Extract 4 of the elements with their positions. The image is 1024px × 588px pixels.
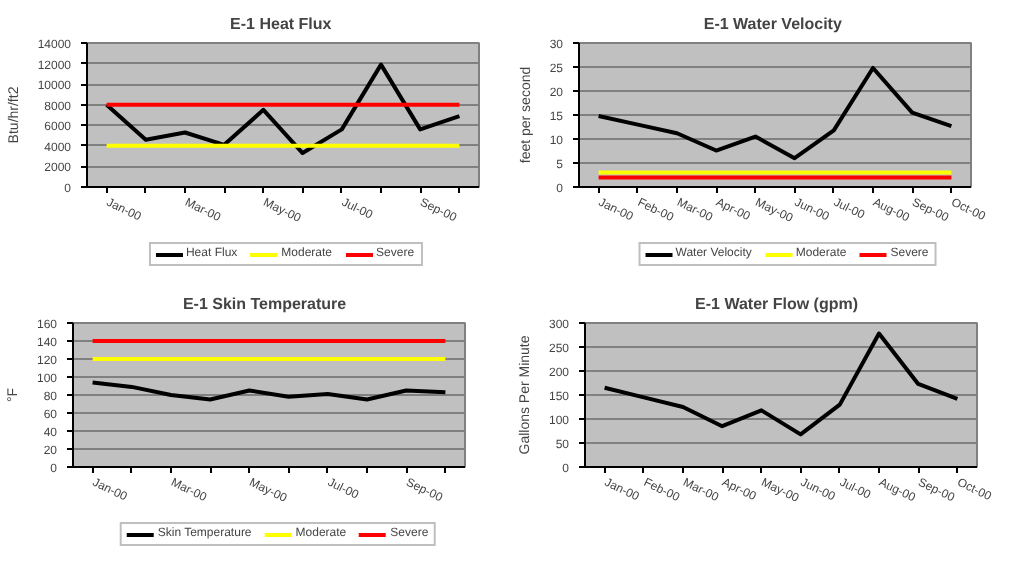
chart-title: E-1 Skin Temperature xyxy=(182,295,348,313)
chart-title: E-1 Water Velocity xyxy=(703,15,843,33)
chart-title: E-1 Water Flow (gpm) xyxy=(695,295,859,313)
chart-title: E-1 Heat Flux xyxy=(230,15,333,33)
